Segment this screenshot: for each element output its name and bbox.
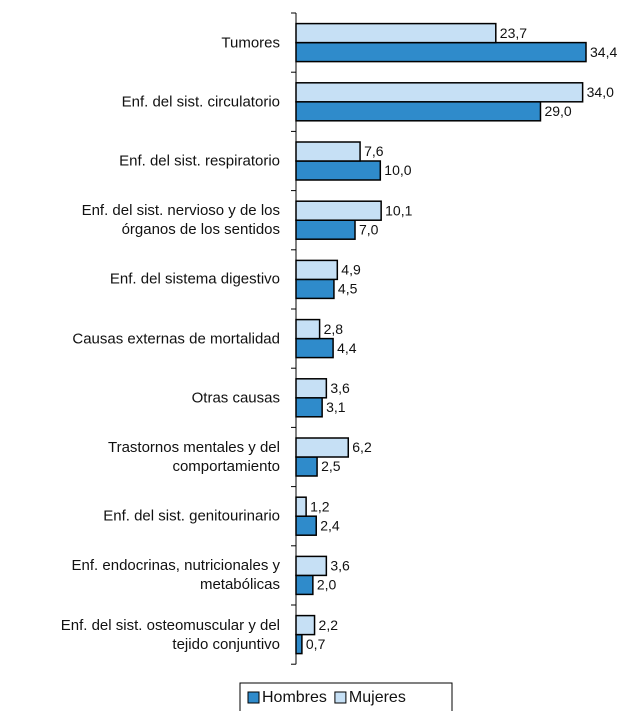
legend-label: Mujeres	[349, 689, 406, 706]
legend-label: Hombres	[262, 689, 327, 706]
bar	[295, 614, 316, 636]
category-label: Enf. endocrinas, nutricionales y metaból…	[71, 557, 280, 594]
category-label: Causas externas de mortalidad	[72, 330, 280, 348]
value-label: 2,8	[324, 321, 344, 337]
bar	[295, 574, 314, 596]
value-label: 6,2	[352, 439, 372, 455]
bar	[295, 259, 339, 281]
value-label: 2,5	[321, 458, 341, 474]
value-label: 1,2	[310, 498, 330, 514]
bar	[295, 515, 317, 536]
bar	[295, 337, 334, 359]
value-label: 2,0	[317, 577, 337, 593]
category-label: Otras causas	[191, 389, 280, 407]
category-label: Trastornos mentales y del comportamiento	[107, 439, 280, 475]
legend-swatch	[334, 691, 347, 704]
bar	[295, 633, 303, 655]
category-label: Enf. del sistema digestivo	[109, 270, 280, 288]
value-label: 10,1	[385, 202, 412, 218]
bar	[295, 378, 328, 399]
bar	[295, 318, 321, 340]
bar	[295, 555, 328, 577]
category-label: Enf. del sist. respiratorio	[119, 152, 280, 170]
value-label: 10,0	[384, 162, 411, 178]
value-label: 2,2	[319, 617, 339, 633]
bar	[295, 160, 382, 181]
value-label: 7,6	[364, 143, 384, 159]
value-label: 23,7	[500, 25, 527, 41]
value-label: 3,6	[330, 558, 350, 574]
bar	[295, 82, 584, 103]
bar	[295, 141, 361, 162]
bar	[295, 219, 356, 240]
value-label: 4,4	[337, 340, 357, 356]
bar	[295, 437, 350, 458]
bar	[295, 200, 382, 221]
category-label: Tumores	[221, 34, 280, 52]
bar	[295, 456, 318, 477]
category-label: Enf. del sist. nervioso y de los órganos…	[81, 202, 280, 239]
category-label: Enf. del sist. osteomuscular y del tejid…	[60, 616, 280, 653]
value-label: 7,0	[359, 221, 379, 237]
bar	[295, 101, 542, 122]
legend: Hombres Mujeres	[239, 682, 453, 711]
value-label: 4,9	[341, 262, 361, 278]
bar	[295, 496, 307, 517]
legend-swatch	[247, 691, 260, 704]
value-label: 3,1	[326, 399, 346, 415]
bar	[295, 22, 497, 44]
category-label: Enf. del sist. circulatorio	[121, 93, 280, 111]
bar	[295, 397, 323, 418]
value-label: 29,0	[544, 103, 571, 119]
value-label: 34,0	[587, 84, 614, 100]
value-label: 34,4	[590, 44, 617, 60]
value-label: 0,7	[306, 636, 326, 652]
value-label: 4,5	[338, 281, 358, 297]
value-label: 2,4	[320, 517, 340, 533]
bar	[295, 278, 335, 300]
value-label: 3,6	[330, 380, 350, 396]
category-label: Enf. del sist. genitourinario	[103, 507, 280, 525]
bar	[295, 41, 587, 63]
